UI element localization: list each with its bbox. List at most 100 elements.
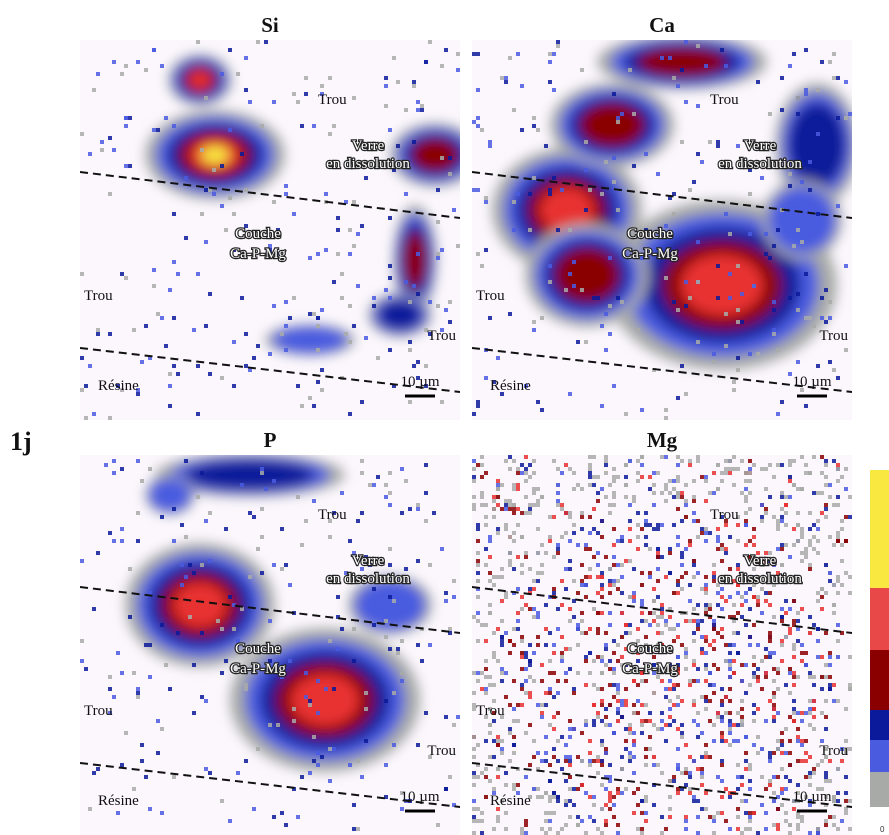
pixel — [540, 703, 544, 707]
pixel — [728, 719, 732, 723]
pixel — [588, 575, 592, 579]
pixel — [600, 583, 604, 587]
pixel — [496, 531, 500, 535]
pixel — [676, 463, 680, 467]
pixel — [728, 711, 732, 715]
pixel — [784, 683, 788, 687]
pixel — [816, 88, 820, 92]
pixel — [796, 727, 800, 731]
pixel — [788, 459, 792, 463]
pixel — [804, 272, 808, 276]
pixel — [820, 491, 824, 495]
pixel — [256, 344, 260, 348]
pixel — [612, 467, 616, 471]
pixel — [580, 511, 584, 515]
pixel — [200, 212, 204, 216]
pixel — [604, 715, 608, 719]
pixel — [684, 783, 688, 787]
pixel — [696, 571, 700, 575]
pixel — [348, 160, 352, 164]
pixel — [704, 64, 708, 68]
pixel — [96, 551, 100, 555]
pixel — [776, 747, 780, 751]
pixel — [768, 699, 772, 703]
pixel — [484, 376, 488, 380]
pixel — [556, 799, 560, 803]
pixel — [664, 695, 668, 699]
pixel — [392, 384, 396, 388]
pixel — [796, 783, 800, 787]
pixel — [292, 719, 296, 723]
pixel — [840, 759, 844, 763]
pixel — [628, 727, 632, 731]
pixel — [780, 751, 784, 755]
pixel — [580, 487, 584, 491]
pixel — [772, 679, 776, 683]
pixel — [796, 823, 800, 827]
pixel — [736, 563, 740, 567]
pixel — [120, 72, 124, 76]
pixel — [196, 272, 200, 276]
pixel — [684, 619, 688, 623]
pixel — [592, 795, 596, 799]
pixel — [676, 787, 680, 791]
pixel — [524, 731, 528, 735]
pixel — [728, 743, 732, 747]
pixel — [736, 815, 740, 819]
pixel — [492, 499, 496, 503]
pixel — [676, 791, 680, 795]
pixel — [692, 495, 696, 499]
pixel — [548, 515, 552, 519]
pixel — [828, 687, 832, 691]
pixel — [620, 535, 624, 539]
pixel — [820, 511, 824, 515]
pixel — [444, 591, 448, 595]
pixel — [632, 771, 636, 775]
pixel — [620, 703, 624, 707]
pixel — [416, 376, 420, 380]
pixel — [504, 827, 508, 831]
pixel — [552, 515, 556, 519]
pixel — [556, 467, 560, 471]
pixel — [796, 811, 800, 815]
pixel — [528, 463, 532, 467]
pixel — [560, 507, 564, 511]
pixel — [640, 811, 644, 815]
pixel — [352, 627, 356, 631]
pixel — [728, 272, 732, 276]
pixel — [620, 300, 624, 304]
pixel — [844, 807, 848, 811]
pixel — [120, 527, 124, 531]
pixel — [700, 731, 704, 735]
pixel — [372, 623, 376, 627]
pixel — [404, 108, 408, 112]
pixel — [268, 619, 272, 623]
pixel — [812, 535, 816, 539]
pixel — [548, 811, 552, 815]
pixel — [600, 659, 604, 663]
pixel — [768, 779, 772, 783]
pixel — [740, 723, 744, 727]
pixel — [740, 615, 744, 619]
pixel — [488, 731, 492, 735]
pixel — [720, 471, 724, 475]
pixel — [428, 300, 432, 304]
pixel — [748, 635, 752, 639]
pixel — [636, 683, 640, 687]
pixel — [692, 799, 696, 803]
pixel — [816, 364, 820, 368]
pixel — [600, 487, 604, 491]
pixel — [660, 631, 664, 635]
pixel — [292, 787, 296, 791]
pixel — [828, 571, 832, 575]
pixel — [240, 296, 244, 300]
pixel — [660, 455, 664, 459]
pixel — [784, 543, 788, 547]
map-body — [472, 455, 852, 835]
pixel — [568, 667, 572, 671]
pixel — [496, 503, 500, 507]
pixel — [408, 507, 412, 511]
pixel — [492, 651, 496, 655]
pixel — [280, 567, 284, 571]
pixel — [612, 503, 616, 507]
